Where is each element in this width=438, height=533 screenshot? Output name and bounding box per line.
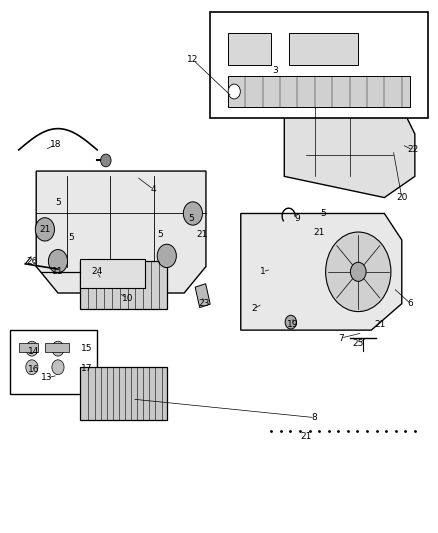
Bar — [80, 367, 167, 420]
Circle shape — [101, 154, 111, 167]
Text: 11: 11 — [52, 268, 64, 276]
Bar — [228, 33, 271, 65]
Circle shape — [52, 341, 64, 356]
Text: 5: 5 — [55, 198, 61, 207]
Text: 1: 1 — [260, 268, 265, 276]
Text: 5: 5 — [68, 233, 74, 242]
Bar — [19, 343, 39, 352]
Bar — [195, 284, 210, 308]
Text: 10: 10 — [122, 294, 133, 303]
Circle shape — [26, 360, 38, 375]
Text: 21: 21 — [300, 432, 312, 441]
Text: 9: 9 — [294, 214, 300, 223]
Text: 26: 26 — [26, 257, 38, 265]
Circle shape — [35, 217, 54, 241]
Circle shape — [184, 202, 202, 225]
Text: 3: 3 — [273, 66, 279, 75]
FancyBboxPatch shape — [10, 330, 97, 394]
Bar — [45, 343, 69, 352]
Text: 18: 18 — [50, 140, 62, 149]
Polygon shape — [284, 108, 415, 198]
Text: 5: 5 — [157, 230, 163, 239]
Circle shape — [52, 360, 64, 375]
Circle shape — [48, 249, 67, 273]
Text: 2: 2 — [251, 304, 257, 313]
Text: 21: 21 — [374, 320, 386, 329]
Circle shape — [26, 341, 38, 356]
Circle shape — [228, 84, 240, 99]
Bar — [80, 261, 167, 309]
Text: 21: 21 — [314, 228, 325, 237]
Bar — [228, 76, 410, 108]
Text: 5: 5 — [188, 214, 194, 223]
Text: 21: 21 — [196, 230, 207, 239]
Text: 16: 16 — [28, 366, 40, 374]
Text: 14: 14 — [28, 347, 40, 356]
Text: 12: 12 — [187, 55, 198, 64]
Bar — [80, 259, 145, 288]
Polygon shape — [241, 214, 402, 330]
Circle shape — [325, 232, 391, 312]
Text: 17: 17 — [81, 364, 92, 373]
Text: 22: 22 — [407, 146, 418, 155]
Text: 21: 21 — [39, 225, 51, 234]
Polygon shape — [36, 171, 206, 293]
Text: 7: 7 — [338, 334, 344, 343]
FancyBboxPatch shape — [210, 12, 428, 118]
Text: 25: 25 — [353, 339, 364, 348]
Text: 20: 20 — [396, 193, 407, 202]
Text: 13: 13 — [41, 373, 53, 382]
Circle shape — [285, 316, 297, 329]
Text: 5: 5 — [321, 209, 326, 218]
Text: 23: 23 — [198, 299, 209, 308]
Text: 6: 6 — [408, 299, 413, 308]
Circle shape — [157, 244, 177, 268]
Bar — [289, 33, 358, 65]
Circle shape — [350, 262, 366, 281]
Text: 8: 8 — [312, 413, 318, 422]
Text: 24: 24 — [92, 268, 103, 276]
Text: 19: 19 — [287, 320, 299, 329]
Text: 4: 4 — [151, 185, 156, 194]
Text: 15: 15 — [81, 344, 92, 353]
